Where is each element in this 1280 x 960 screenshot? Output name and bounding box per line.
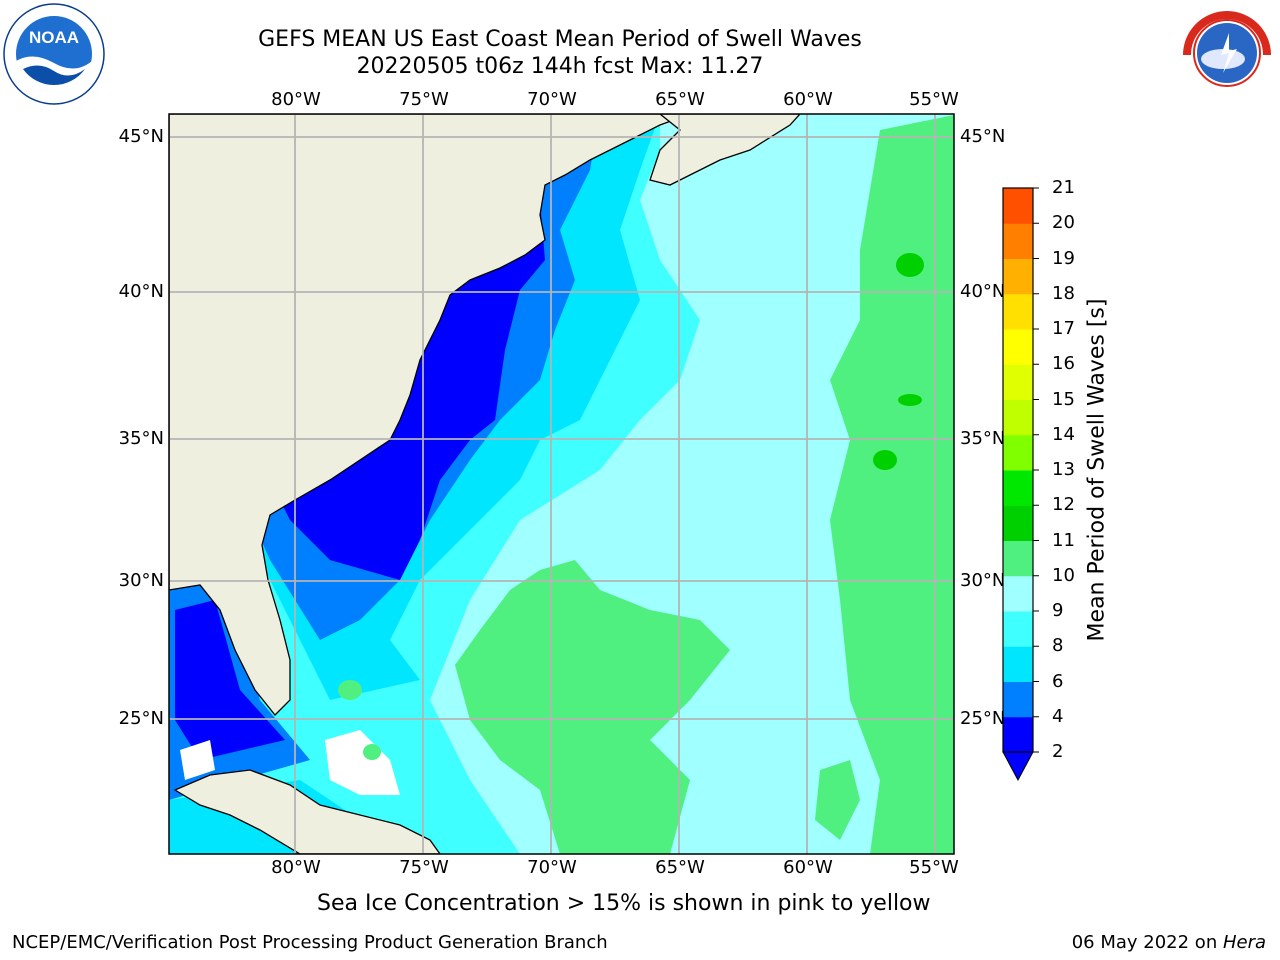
lon-label-bottom: 60°W xyxy=(783,857,833,878)
colorbar-segment xyxy=(1003,399,1033,436)
colorbar-tick-label: 8 xyxy=(1052,635,1064,657)
lon-label-bottom: 80°W xyxy=(271,857,321,878)
footer-date: 06 May 2022 on Hera xyxy=(1072,932,1266,953)
chart-subtitle: 20220505 t06z 144h fcst Max: 11.27 xyxy=(356,54,764,79)
colorbar-segment xyxy=(1003,611,1033,647)
lat-label-left: 45°N xyxy=(118,126,164,147)
lon-label-top: 70°W xyxy=(527,89,577,110)
colorbar-segment xyxy=(1003,258,1033,295)
lat-label-right: 35°N xyxy=(960,428,1006,449)
lon-label-top: 60°W xyxy=(783,89,833,110)
lat-label-right: 25°N xyxy=(960,708,1006,729)
footer-machine: Hera xyxy=(1222,932,1266,953)
lat-label-right: 30°N xyxy=(960,570,1006,591)
lon-label-bottom: 70°W xyxy=(527,857,577,878)
colorbar-tick-label: 16 xyxy=(1052,353,1075,375)
colorbar-segment xyxy=(1003,434,1033,471)
colorbar-tick-label: 12 xyxy=(1052,494,1075,516)
colorbar-tick-label: 9 xyxy=(1052,600,1064,621)
colorbar-extend-triangle xyxy=(1002,751,1034,782)
lon-label-bottom: 65°W xyxy=(655,857,705,878)
swell-9-10-south xyxy=(455,560,730,854)
map-frame xyxy=(168,113,955,855)
lat-label-right: 40°N xyxy=(960,281,1006,302)
colorbar-tick-label: 15 xyxy=(1052,388,1075,410)
colorbar-segment xyxy=(1003,646,1033,682)
map-graticule xyxy=(169,114,954,854)
chart-title: GEFS MEAN US East Coast Mean Period of S… xyxy=(258,27,862,52)
lon-label-bottom: 75°W xyxy=(399,857,449,878)
colorbar-tick-label: 21 xyxy=(1052,177,1075,198)
colorbar-segment xyxy=(1003,293,1033,330)
colorbar-tick-label: 18 xyxy=(1052,282,1075,304)
colorbar-tick-label: 6 xyxy=(1052,670,1064,692)
lat-label-left: 35°N xyxy=(118,428,164,449)
colorbar-tick-label: 4 xyxy=(1052,705,1064,727)
colorbar-segment xyxy=(1003,716,1033,753)
colorbar-tick-label: 13 xyxy=(1052,459,1075,480)
land-cuba xyxy=(173,769,441,854)
colorbar-tick-label: 17 xyxy=(1052,318,1075,339)
swell-9-10-east xyxy=(830,115,954,854)
noaa-logo-text: NOAA xyxy=(29,28,79,47)
colorbar-tick-label: 2 xyxy=(1052,741,1064,762)
colorbar-segment xyxy=(1003,505,1033,541)
footer-branch: NCEP/EMC/Verification Post Processing Pr… xyxy=(12,932,608,953)
colorbar-tick-label: 20 xyxy=(1052,212,1075,234)
colorbar-segment xyxy=(1003,540,1033,577)
sea-ice-caption: Sea Ice Concentration > 15% is shown in … xyxy=(317,891,931,916)
colorbar-segment xyxy=(1003,470,1033,506)
colorbar-segment xyxy=(1003,223,1033,259)
lon-label-bottom: 55°W xyxy=(909,857,959,878)
lat-label-right: 45°N xyxy=(960,126,1006,147)
land-north-america xyxy=(169,114,691,716)
colorbar-segment xyxy=(1003,681,1033,718)
footer-date-text: 06 May 2022 on xyxy=(1071,932,1223,953)
lon-label-top: 75°W xyxy=(399,89,449,110)
colorbar-segment xyxy=(1003,575,1033,612)
nws-logo xyxy=(1178,4,1276,102)
colorbar-tick-label: 10 xyxy=(1052,564,1075,586)
lon-label-top: 65°W xyxy=(655,89,705,110)
lon-label-top: 80°W xyxy=(271,89,321,110)
colorbar-label: Mean Period of Swell Waves [s] xyxy=(1084,298,1110,642)
colorbar-tick-label: 14 xyxy=(1052,423,1075,445)
lon-label-top: 55°W xyxy=(909,89,959,110)
colorbar-tick-label: 11 xyxy=(1052,529,1075,551)
noaa-logo: NOAA xyxy=(3,3,105,105)
colorbar-segment xyxy=(1003,364,1033,400)
colorbar-segment xyxy=(1003,188,1033,224)
colorbar-tick-label: 19 xyxy=(1052,247,1075,269)
colorbar-segment xyxy=(1003,329,1033,365)
lat-label-left: 40°N xyxy=(118,281,164,302)
lat-label-left: 25°N xyxy=(118,708,164,729)
lat-label-left: 30°N xyxy=(118,570,164,591)
